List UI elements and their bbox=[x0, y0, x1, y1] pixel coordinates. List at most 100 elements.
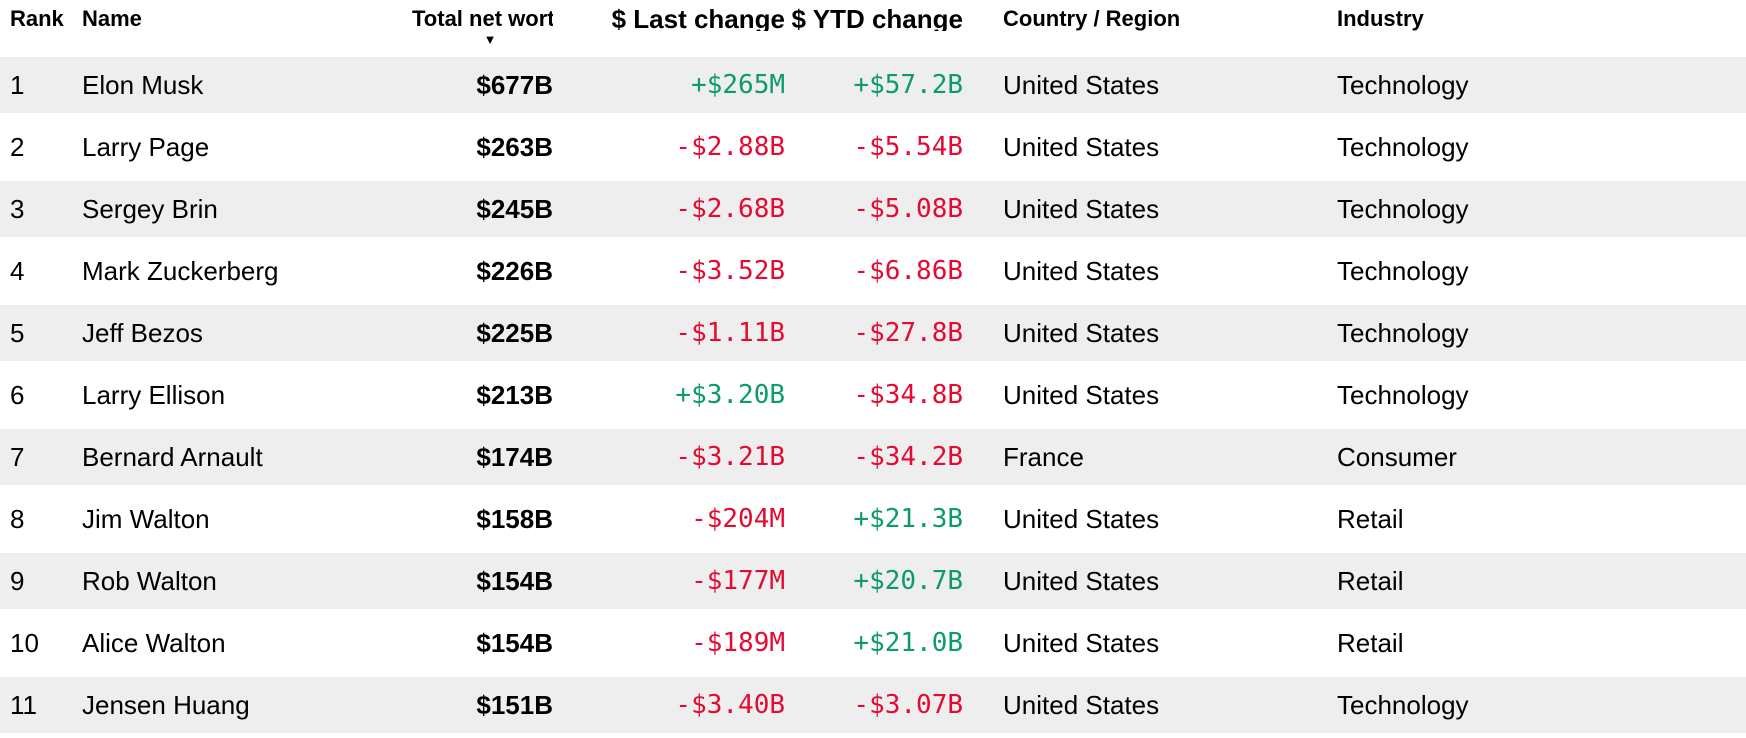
ytd-change-cell: -$27.8B bbox=[853, 318, 963, 348]
table-row[interactable]: 2 Larry Page $263B -$2.88B -$5.54B Unite… bbox=[0, 119, 1746, 175]
country-region-cell: United States bbox=[1003, 69, 1160, 100]
ytd-change-cell: +$21.0B bbox=[853, 628, 963, 658]
name-cell: Alice Walton bbox=[82, 627, 226, 658]
table-row[interactable]: 7 Bernard Arnault $174B -$3.21B -$34.2B … bbox=[0, 429, 1746, 485]
total-net-worth-cell: $151B bbox=[476, 689, 553, 720]
country-region-cell: United States bbox=[1003, 379, 1160, 410]
total-net-worth-cell: $263B bbox=[476, 131, 553, 162]
table-row[interactable]: 1 Elon Musk $677B +$265M +$57.2B United … bbox=[0, 57, 1746, 113]
table-row[interactable]: 5 Jeff Bezos $225B -$1.11B -$27.8B Unite… bbox=[0, 305, 1746, 361]
total-net-worth-cell: $213B bbox=[476, 379, 553, 410]
name-cell: Jeff Bezos bbox=[82, 317, 203, 348]
country-region-cell: United States bbox=[1003, 565, 1160, 596]
industry-cell: Technology bbox=[1337, 379, 1469, 410]
total-net-worth-cell: $158B bbox=[476, 503, 553, 534]
last-change-cell: -$204M bbox=[691, 504, 785, 534]
name-cell: Mark Zuckerberg bbox=[82, 255, 279, 286]
industry-cell: Retail bbox=[1337, 627, 1404, 658]
table-row[interactable]: 3 Sergey Brin $245B -$2.68B -$5.08B Unit… bbox=[0, 181, 1746, 237]
last-change-cell: -$177M bbox=[691, 566, 785, 596]
ytd-change-cell: -$5.54B bbox=[853, 132, 963, 162]
name-cell: Jim Walton bbox=[82, 503, 210, 534]
name-cell: Larry Page bbox=[82, 131, 210, 162]
ytd-change-cell: +$21.3B bbox=[853, 504, 963, 534]
table-row[interactable]: 8 Jim Walton $158B -$204M +$21.3B United… bbox=[0, 491, 1746, 547]
rank-cell: 4 bbox=[10, 255, 25, 286]
country-region-cell: United States bbox=[1003, 255, 1160, 286]
last-change-cell: -$189M bbox=[691, 628, 785, 658]
name-cell: Bernard Arnault bbox=[82, 441, 263, 472]
industry-cell: Consumer bbox=[1337, 441, 1457, 472]
table-row[interactable]: 10 Alice Walton $154B -$189M +$21.0B Uni… bbox=[0, 615, 1746, 671]
column-header-name[interactable]: Name bbox=[82, 7, 142, 31]
last-change-cell: -$3.52B bbox=[675, 256, 785, 286]
country-region-cell: France bbox=[1003, 441, 1084, 472]
industry-cell: Retail bbox=[1337, 503, 1404, 534]
rank-cell: 3 bbox=[10, 193, 25, 224]
rank-cell: 10 bbox=[10, 627, 39, 658]
rank-cell: 2 bbox=[10, 131, 25, 162]
last-change-cell: -$3.21B bbox=[675, 442, 785, 472]
sort-descending-icon: ▼ bbox=[483, 32, 497, 47]
ytd-change-cell: -$5.08B bbox=[853, 194, 963, 224]
column-header-ytd-change[interactable]: $ YTD change bbox=[791, 7, 963, 31]
industry-cell: Retail bbox=[1337, 565, 1404, 596]
total-net-worth-cell: $154B bbox=[476, 627, 553, 658]
column-header-rank[interactable]: Rank bbox=[10, 7, 64, 31]
last-change-cell: -$3.40B bbox=[675, 690, 785, 720]
country-region-cell: United States bbox=[1003, 317, 1160, 348]
last-change-cell: -$2.88B bbox=[675, 132, 785, 162]
table-body: 1 Elon Musk $677B +$265M +$57.2B United … bbox=[0, 57, 1746, 733]
table-row[interactable]: 4 Mark Zuckerberg $226B -$3.52B -$6.86B … bbox=[0, 243, 1746, 299]
industry-cell: Technology bbox=[1337, 689, 1469, 720]
rank-cell: 7 bbox=[10, 441, 25, 472]
ytd-change-cell: -$3.07B bbox=[853, 690, 963, 720]
ytd-change-cell: -$6.86B bbox=[853, 256, 963, 286]
name-cell: Elon Musk bbox=[82, 69, 204, 100]
total-net-worth-cell: $225B bbox=[476, 317, 553, 348]
table-row[interactable]: 11 Jensen Huang $151B -$3.40B -$3.07B Un… bbox=[0, 677, 1746, 733]
last-change-cell: +$3.20B bbox=[675, 380, 785, 410]
ytd-change-cell: -$34.8B bbox=[853, 380, 963, 410]
rank-cell: 11 bbox=[10, 689, 37, 720]
total-net-worth-cell: $677B bbox=[476, 69, 553, 100]
last-change-cell: +$265M bbox=[691, 70, 785, 100]
name-cell: Larry Ellison bbox=[82, 379, 226, 410]
ytd-change-cell: -$34.2B bbox=[853, 442, 963, 472]
table-header-row: Rank Name Total net worth ▼ $ Last chang… bbox=[0, 0, 1746, 57]
rank-cell: 1 bbox=[10, 69, 25, 100]
last-change-cell: -$1.11B bbox=[675, 318, 785, 348]
table-row[interactable]: 6 Larry Ellison $213B +$3.20B -$34.8B Un… bbox=[0, 367, 1746, 423]
column-header-industry[interactable]: Industry bbox=[1337, 7, 1424, 31]
rank-cell: 8 bbox=[10, 503, 25, 534]
ytd-change-cell: +$57.2B bbox=[853, 70, 963, 100]
industry-cell: Technology bbox=[1337, 255, 1469, 286]
country-region-cell: United States bbox=[1003, 193, 1160, 224]
name-cell: Rob Walton bbox=[82, 565, 217, 596]
name-cell: Sergey Brin bbox=[82, 193, 218, 224]
rank-cell: 6 bbox=[10, 379, 25, 410]
column-header-total-net-worth[interactable]: Total net worth ▼ bbox=[412, 7, 553, 49]
industry-cell: Technology bbox=[1337, 131, 1469, 162]
country-region-cell: United States bbox=[1003, 627, 1160, 658]
column-header-country-region[interactable]: Country / Region bbox=[1003, 7, 1181, 31]
total-net-worth-cell: $226B bbox=[476, 255, 553, 286]
rank-cell: 5 bbox=[10, 317, 25, 348]
industry-cell: Technology bbox=[1337, 317, 1469, 348]
last-change-cell: -$2.68B bbox=[675, 194, 785, 224]
total-net-worth-cell: $174B bbox=[476, 441, 553, 472]
total-net-worth-cell: $245B bbox=[476, 193, 553, 224]
total-net-worth-cell: $154B bbox=[476, 565, 553, 596]
industry-cell: Technology bbox=[1337, 193, 1469, 224]
industry-cell: Technology bbox=[1337, 69, 1469, 100]
rank-cell: 9 bbox=[10, 565, 25, 596]
table-row[interactable]: 9 Rob Walton $154B -$177M +$20.7B United… bbox=[0, 553, 1746, 609]
column-header-last-change[interactable]: $ Last change bbox=[611, 7, 785, 31]
column-header-total-net-worth-label: Total net worth bbox=[412, 7, 553, 31]
ytd-change-cell: +$20.7B bbox=[853, 566, 963, 596]
name-cell: Jensen Huang bbox=[82, 689, 250, 720]
country-region-cell: United States bbox=[1003, 503, 1160, 534]
country-region-cell: United States bbox=[1003, 689, 1160, 720]
country-region-cell: United States bbox=[1003, 131, 1160, 162]
